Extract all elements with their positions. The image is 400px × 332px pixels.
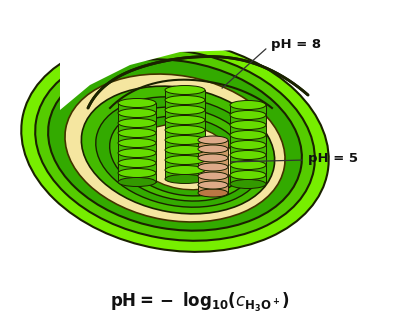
Ellipse shape xyxy=(165,155,205,164)
Polygon shape xyxy=(230,125,266,134)
Polygon shape xyxy=(198,140,228,148)
Ellipse shape xyxy=(230,101,266,110)
Polygon shape xyxy=(118,133,156,142)
Polygon shape xyxy=(230,165,266,174)
Polygon shape xyxy=(118,143,156,152)
Polygon shape xyxy=(165,100,205,109)
Polygon shape xyxy=(165,170,205,179)
Ellipse shape xyxy=(35,49,315,241)
Ellipse shape xyxy=(230,130,266,139)
Polygon shape xyxy=(118,163,156,172)
Ellipse shape xyxy=(118,158,156,168)
Ellipse shape xyxy=(165,135,205,144)
Polygon shape xyxy=(165,130,205,139)
Ellipse shape xyxy=(230,140,266,149)
Ellipse shape xyxy=(122,116,246,196)
Polygon shape xyxy=(165,90,205,99)
Ellipse shape xyxy=(165,175,205,184)
Ellipse shape xyxy=(65,74,285,222)
Ellipse shape xyxy=(118,119,156,127)
Ellipse shape xyxy=(230,180,266,189)
Ellipse shape xyxy=(198,136,228,144)
Polygon shape xyxy=(230,175,266,184)
Polygon shape xyxy=(230,145,266,154)
Ellipse shape xyxy=(118,138,156,147)
Polygon shape xyxy=(230,135,266,144)
Polygon shape xyxy=(198,185,228,193)
Ellipse shape xyxy=(21,38,329,252)
Ellipse shape xyxy=(118,109,156,118)
Ellipse shape xyxy=(165,145,205,154)
Ellipse shape xyxy=(198,172,228,180)
Polygon shape xyxy=(118,123,156,132)
Ellipse shape xyxy=(230,171,266,180)
Polygon shape xyxy=(165,110,205,119)
Ellipse shape xyxy=(230,150,266,159)
Ellipse shape xyxy=(118,169,156,178)
Polygon shape xyxy=(165,150,205,159)
Ellipse shape xyxy=(165,116,205,124)
Ellipse shape xyxy=(230,111,266,120)
Ellipse shape xyxy=(96,97,264,207)
Ellipse shape xyxy=(165,165,205,175)
Ellipse shape xyxy=(118,148,156,157)
Polygon shape xyxy=(118,173,156,182)
Ellipse shape xyxy=(198,154,228,162)
Polygon shape xyxy=(165,160,205,169)
Polygon shape xyxy=(198,158,228,166)
Polygon shape xyxy=(165,120,205,129)
Ellipse shape xyxy=(198,145,228,153)
Polygon shape xyxy=(198,149,228,157)
Ellipse shape xyxy=(198,181,228,189)
Ellipse shape xyxy=(230,121,266,129)
Ellipse shape xyxy=(198,189,228,197)
Ellipse shape xyxy=(134,124,234,190)
Polygon shape xyxy=(60,0,400,110)
Ellipse shape xyxy=(110,107,254,201)
Ellipse shape xyxy=(165,106,205,115)
Polygon shape xyxy=(230,115,266,124)
Polygon shape xyxy=(230,105,266,114)
Ellipse shape xyxy=(118,99,156,108)
Polygon shape xyxy=(198,176,228,184)
Ellipse shape xyxy=(165,86,205,95)
Polygon shape xyxy=(198,167,228,175)
Polygon shape xyxy=(118,153,156,162)
Polygon shape xyxy=(118,103,156,112)
Polygon shape xyxy=(165,140,205,149)
Text: pH = 8: pH = 8 xyxy=(271,38,321,50)
Ellipse shape xyxy=(165,96,205,105)
Ellipse shape xyxy=(230,160,266,170)
Ellipse shape xyxy=(48,59,302,231)
Ellipse shape xyxy=(118,178,156,187)
Text: $\mathbf{pH = -\ log_{10}(\mathit{c}_{H_3O^+})}$: $\mathbf{pH = -\ log_{10}(\mathit{c}_{H_… xyxy=(110,290,290,313)
Polygon shape xyxy=(230,155,266,164)
Ellipse shape xyxy=(118,128,156,137)
Ellipse shape xyxy=(165,125,205,134)
Ellipse shape xyxy=(81,86,275,214)
Ellipse shape xyxy=(198,163,228,171)
Text: pH = 5: pH = 5 xyxy=(308,151,358,164)
Polygon shape xyxy=(118,113,156,122)
